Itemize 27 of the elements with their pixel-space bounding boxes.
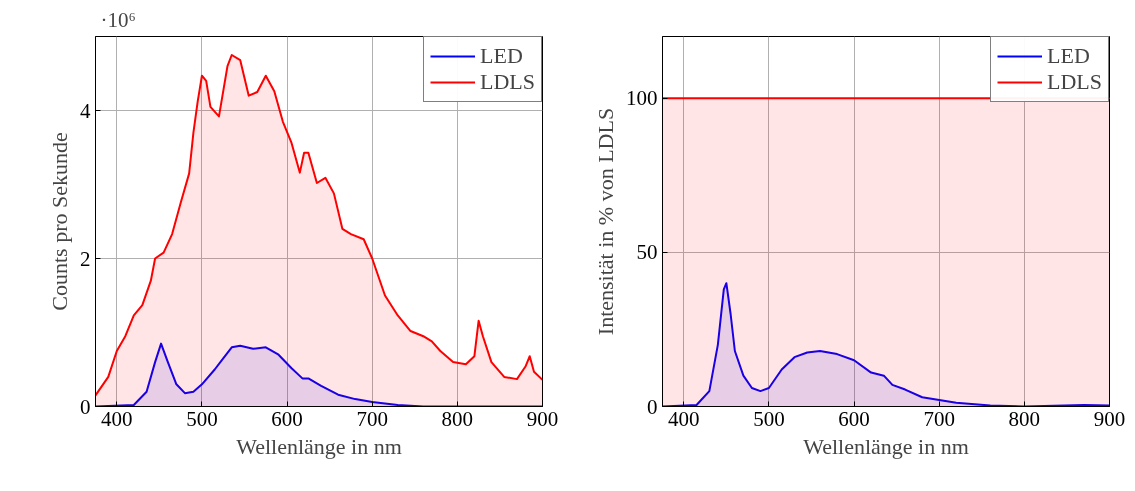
text: ·10⁶ xyxy=(100,7,136,32)
y-tick-label: 0 xyxy=(647,394,658,419)
x-tick-label: 500 xyxy=(753,406,785,431)
x-tick-label: 800 xyxy=(1008,406,1041,431)
y-tick-label: 0 xyxy=(80,394,91,419)
x-tick-label: 600 xyxy=(838,406,870,431)
y-axis-title: Counts pro Sekunde xyxy=(47,132,72,311)
x-tick-label: 400 xyxy=(668,406,700,431)
legend-label: LDLS xyxy=(480,69,535,95)
x-tick-label: 500 xyxy=(186,406,218,431)
x-tick-label: 600 xyxy=(271,406,303,431)
y-tick-label: 50 xyxy=(636,240,658,265)
y-tick-label: 100 xyxy=(626,86,658,111)
x-axis-title: Wellenlänge in nm xyxy=(236,433,402,459)
x-tick-label: 900 xyxy=(526,406,559,431)
y-tick-label: 2 xyxy=(80,246,91,271)
legend-label: LED xyxy=(480,43,523,69)
y-tick-label: 4 xyxy=(80,98,91,123)
x-tick-label: 800 xyxy=(441,406,474,431)
legend-label: LDLS xyxy=(1047,69,1102,95)
legend-label: LED xyxy=(1047,43,1090,69)
y-axis-title: Intensität in % von LDLS xyxy=(593,107,618,336)
x-tick-label: 400 xyxy=(101,406,133,431)
x-tick-label: 900 xyxy=(1093,406,1126,431)
x-tick-label: 700 xyxy=(356,406,388,431)
x-axis-title: Wellenlänge in nm xyxy=(803,433,969,459)
x-tick-label: 700 xyxy=(923,406,955,431)
